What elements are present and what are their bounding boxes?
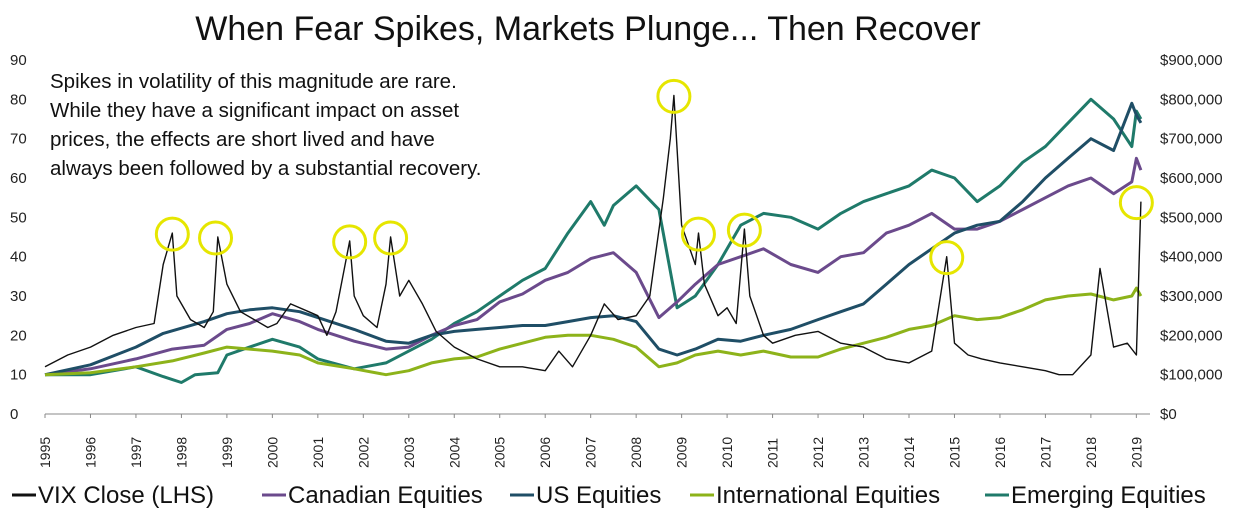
x-tick-label: 2018 bbox=[1083, 437, 1099, 468]
x-tick-label: 2005 bbox=[492, 437, 508, 468]
spike-highlight-circle bbox=[656, 78, 692, 114]
annotation-line: While they have a significant impact on … bbox=[50, 99, 459, 122]
spike-highlight-circle bbox=[929, 240, 965, 276]
axes: 0 10 20 30 40 50 60 70 80 90 $0 $100,000 $200,000 $30… bbox=[10, 52, 1223, 468]
y-left-tick-label: 50 bbox=[10, 209, 27, 226]
spike-highlight-circle bbox=[680, 216, 716, 252]
x-tick-label: 2011 bbox=[765, 438, 781, 468]
y-right-tick-label: $500,000 bbox=[1160, 209, 1223, 226]
x-tick-label: 1999 bbox=[219, 437, 235, 468]
x-tick-label: 2000 bbox=[264, 437, 280, 468]
legend-label: Emerging Equities bbox=[1011, 482, 1206, 509]
y-right-tick-label: $400,000 bbox=[1160, 249, 1223, 266]
x-tick-label: 2002 bbox=[355, 437, 371, 468]
x-tick-label: 2016 bbox=[992, 437, 1008, 468]
legend-label: Canadian Equities bbox=[288, 482, 483, 509]
x-tick-label: 2001 bbox=[310, 437, 326, 468]
legend: VIX Close (LHS) Canadian Equities US Equit… bbox=[12, 482, 1206, 509]
series-line-vix-close-lhs- bbox=[44, 94, 1142, 376]
y-left-tick-label: 10 bbox=[10, 367, 27, 384]
x-tick-label: 2008 bbox=[628, 437, 644, 468]
x-tick-label: 2019 bbox=[1128, 437, 1144, 468]
y-right-tick-label: $200,000 bbox=[1160, 327, 1223, 344]
x-tick-label: 2010 bbox=[719, 437, 735, 468]
x-tick-label: 1996 bbox=[82, 437, 98, 468]
x-tick-label: 1998 bbox=[173, 437, 189, 468]
y-left-tick-label: 0 bbox=[10, 406, 18, 423]
y-right-tick-label: $0 bbox=[1160, 406, 1177, 423]
series-line-emerging-equities bbox=[45, 97, 1143, 384]
annotation-line: always been followed by a substantial re… bbox=[50, 157, 482, 180]
spike-highlight-circle bbox=[332, 224, 368, 260]
spike-highlight-circle bbox=[1118, 185, 1154, 221]
y-left-tick-label: 20 bbox=[10, 327, 27, 344]
y-left-tick-label: 90 bbox=[10, 52, 27, 69]
spike-highlight-circle bbox=[373, 220, 409, 256]
y-right-tick-label: $100,000 bbox=[1160, 367, 1223, 384]
x-tick-label: 2014 bbox=[901, 437, 917, 468]
spike-highlight-circle bbox=[198, 220, 234, 256]
y-right-tick-label: $700,000 bbox=[1160, 131, 1223, 148]
x-tick-label: 2006 bbox=[537, 437, 553, 468]
y-left-tick-label: 80 bbox=[10, 91, 27, 108]
y-right-tick-label: $300,000 bbox=[1160, 288, 1223, 305]
x-tick-label: 2013 bbox=[856, 437, 872, 468]
legend-label: International Equities bbox=[716, 482, 940, 509]
y-right-tick-label: $900,000 bbox=[1160, 52, 1223, 69]
series-line-canadian-equities bbox=[44, 156, 1143, 377]
annotation-line: prices, the effects are short lived and … bbox=[50, 128, 435, 151]
y-left-tick-label: 60 bbox=[10, 170, 27, 187]
y-right-tick-label: $800,000 bbox=[1160, 91, 1223, 108]
series-layer bbox=[44, 94, 1143, 384]
y-left-tick-label: 70 bbox=[10, 131, 27, 148]
annotation-line: Spikes in volatility of this magnitude a… bbox=[50, 70, 457, 93]
x-tick-label: 2012 bbox=[810, 437, 826, 468]
x-tick-label: 1997 bbox=[128, 437, 144, 468]
annotation-text: Spikes in volatility of this magnitude a… bbox=[50, 70, 482, 180]
legend-label: VIX Close (LHS) bbox=[38, 482, 214, 509]
spike-highlights bbox=[154, 78, 1154, 276]
y-left-tick-label: 40 bbox=[10, 249, 27, 266]
x-tick-label: 2003 bbox=[401, 437, 417, 468]
series-line-international-equities bbox=[44, 286, 1143, 377]
x-tick-label: 2009 bbox=[674, 437, 690, 468]
x-tick-label: 2015 bbox=[946, 437, 962, 468]
x-tick-label: 2007 bbox=[583, 437, 599, 468]
y-right-tick-label: $600,000 bbox=[1160, 170, 1223, 187]
spike-highlight-circle bbox=[726, 212, 762, 248]
series-line-us-equities bbox=[44, 101, 1143, 377]
legend-label: US Equities bbox=[536, 482, 661, 509]
y-left-tick-label: 30 bbox=[10, 288, 27, 305]
chart-title: When Fear Spikes, Markets Plunge... Then… bbox=[195, 10, 981, 48]
x-tick-label: 1995 bbox=[37, 437, 53, 468]
x-tick-label: 2004 bbox=[446, 437, 462, 468]
x-tick-label: 2017 bbox=[1037, 437, 1053, 468]
spike-highlight-circle bbox=[154, 216, 190, 252]
